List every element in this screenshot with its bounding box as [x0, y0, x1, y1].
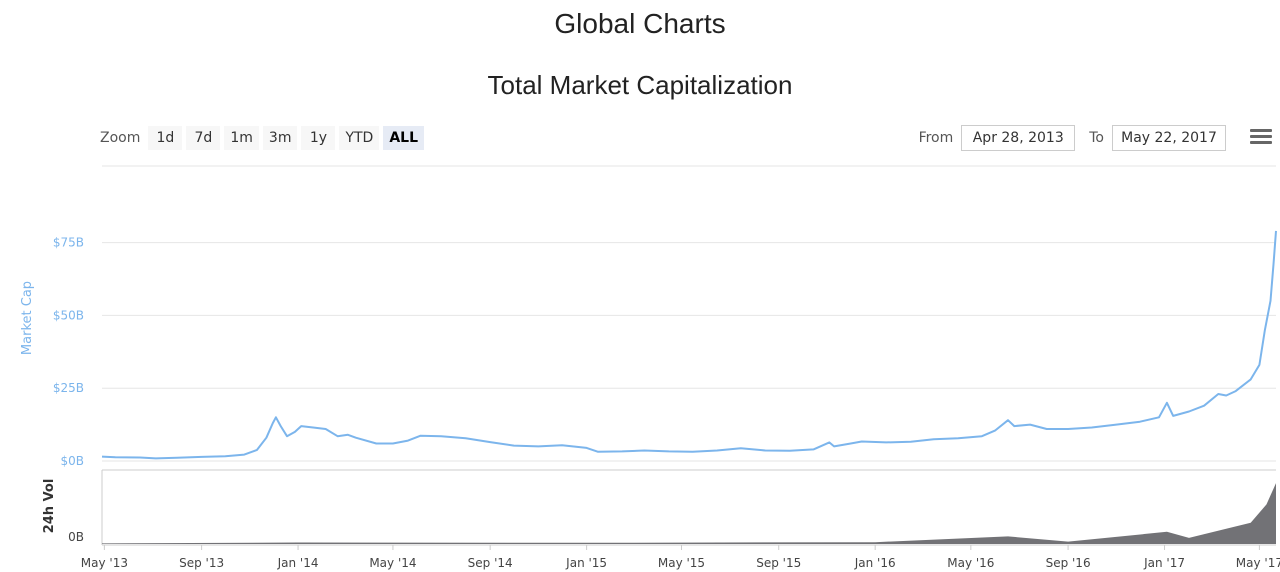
- y-tick-label: $50B: [53, 308, 84, 322]
- y-tick-label: $25B: [53, 381, 84, 395]
- zoom-1y-button[interactable]: 1y: [301, 126, 336, 150]
- y-axis-title-market-cap: Market Cap: [20, 281, 35, 355]
- hamburger-menu-icon[interactable]: [1250, 129, 1272, 147]
- to-label: To: [1089, 130, 1104, 146]
- zoom-ytd-button[interactable]: YTD: [339, 126, 380, 150]
- page-title: Global Charts: [554, 8, 726, 39]
- x-tick-label: Jan '17: [1143, 556, 1185, 570]
- x-tick-label: Sep '13: [179, 556, 224, 570]
- 24h-vol-series-area: [102, 483, 1276, 544]
- x-tick-label: May '15: [658, 556, 705, 570]
- x-tick-label: May '13: [81, 556, 128, 570]
- y-tick-label: $75B: [53, 236, 84, 250]
- date-range: From Apr 28, 2013 To May 22, 2017: [919, 124, 1226, 152]
- x-tick-label: Sep '15: [756, 556, 801, 570]
- zoom-toolbar: Zoom 1d 7d 1m 3m 1y YTD ALL: [100, 124, 428, 152]
- market-cap-series-line: [101, 230, 1277, 460]
- to-date-input[interactable]: May 22, 2017: [1112, 125, 1226, 151]
- y-tick-label: $0B: [60, 454, 84, 468]
- x-tick-label: Jan '16: [854, 556, 896, 570]
- zoom-all-button[interactable]: ALL: [383, 126, 425, 150]
- x-tick-label: May '14: [369, 556, 416, 570]
- zoom-1d-button[interactable]: 1d: [148, 126, 183, 150]
- zoom-3m-button[interactable]: 3m: [262, 126, 298, 150]
- x-tick-label: Jan '15: [565, 556, 607, 570]
- x-tick-label: Sep '14: [468, 556, 513, 570]
- zoom-label: Zoom: [100, 130, 141, 146]
- x-tick-label: Jan '14: [277, 556, 319, 570]
- volume-tick-label: 0B: [68, 530, 84, 544]
- zoom-1m-button[interactable]: 1m: [224, 126, 259, 150]
- x-tick-label: May '16: [947, 556, 994, 570]
- x-tick-label: May '17: [1236, 556, 1280, 570]
- chart-title: Total Market Capitalization: [487, 70, 793, 100]
- y-axis-title-24h-vol: 24h Vol: [42, 479, 57, 534]
- from-date-input[interactable]: Apr 28, 2013: [961, 125, 1076, 151]
- x-tick-label: Sep '16: [1046, 556, 1091, 570]
- from-label: From: [918, 130, 954, 146]
- zoom-7d-button[interactable]: 7d: [186, 126, 221, 150]
